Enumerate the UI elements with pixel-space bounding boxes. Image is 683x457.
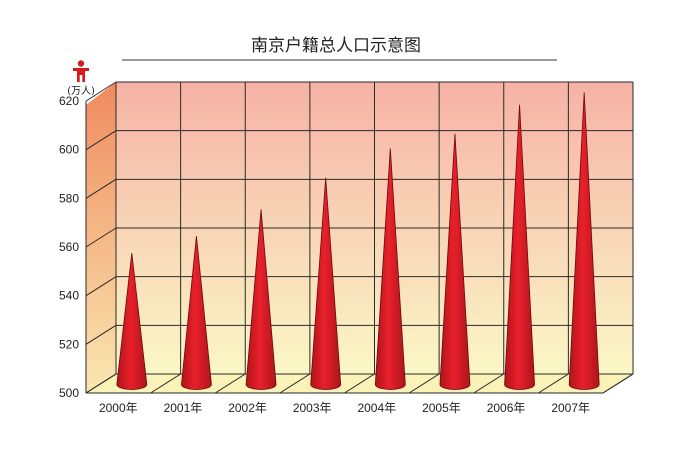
cone-bar	[310, 177, 342, 390]
cone-bar	[504, 104, 535, 390]
cone-bar	[116, 253, 148, 390]
cone-bar	[374, 148, 406, 390]
grid-line-side	[85, 81, 117, 102]
floor-divider	[214, 373, 246, 394]
cone-body	[568, 92, 600, 390]
y-unit-label: (万人)	[67, 85, 95, 97]
floor-divider	[538, 373, 569, 394]
cone-body	[439, 133, 471, 390]
grid-line-side	[85, 178, 117, 199]
cone-body	[181, 235, 212, 390]
grid-line-side	[85, 324, 117, 345]
cone-body	[245, 209, 277, 390]
y-axis-ticks: 500 520 540 560 580 600 620	[59, 94, 79, 400]
x-tick-label: 2006年	[487, 401, 526, 415]
cone-body	[374, 148, 406, 390]
floor-divider	[85, 373, 117, 394]
person-icon	[73, 60, 89, 82]
y-tick-label: 560	[59, 240, 79, 254]
cone-series	[116, 92, 600, 390]
grid-line-side	[85, 276, 117, 297]
x-tick-label: 2004年	[357, 401, 396, 415]
x-tick-label: 2000年	[99, 401, 138, 415]
y-tick-label: 620	[59, 94, 79, 108]
right-floor-edge	[602, 373, 634, 394]
y-tick-label: 540	[59, 289, 79, 303]
y-tick-label: 580	[59, 191, 79, 205]
cone-body	[504, 104, 535, 390]
y-tick-label: 500	[59, 386, 79, 400]
floor-divider	[473, 373, 505, 394]
floor-divider	[344, 373, 375, 394]
cone-body	[116, 253, 148, 390]
y-tick-label: 520	[59, 337, 79, 351]
y-tick-label: 600	[59, 143, 79, 157]
floor-divider	[408, 373, 440, 394]
cone-bar	[439, 133, 471, 390]
x-tick-label: 2005年	[422, 401, 461, 415]
cone-body	[310, 177, 342, 390]
x-axis-ticks: 2000年 2001年 2002年 2003年 2004年 2005年 2006年 2007年	[99, 401, 590, 415]
chart-title: 南京户籍总人口示意图	[251, 36, 421, 56]
cone-bar	[568, 92, 600, 390]
x-tick-label: 2007年	[551, 401, 590, 415]
grid-line-side	[85, 227, 117, 248]
x-tick-label: 2002年	[228, 401, 267, 415]
x-tick-label: 2001年	[164, 401, 203, 415]
floor-divider	[279, 373, 311, 394]
x-tick-label: 2003年	[293, 401, 332, 415]
floor-divider	[150, 373, 181, 394]
grid-line-side	[85, 130, 117, 151]
cone-bar	[181, 235, 212, 390]
cone-bar	[245, 209, 277, 390]
